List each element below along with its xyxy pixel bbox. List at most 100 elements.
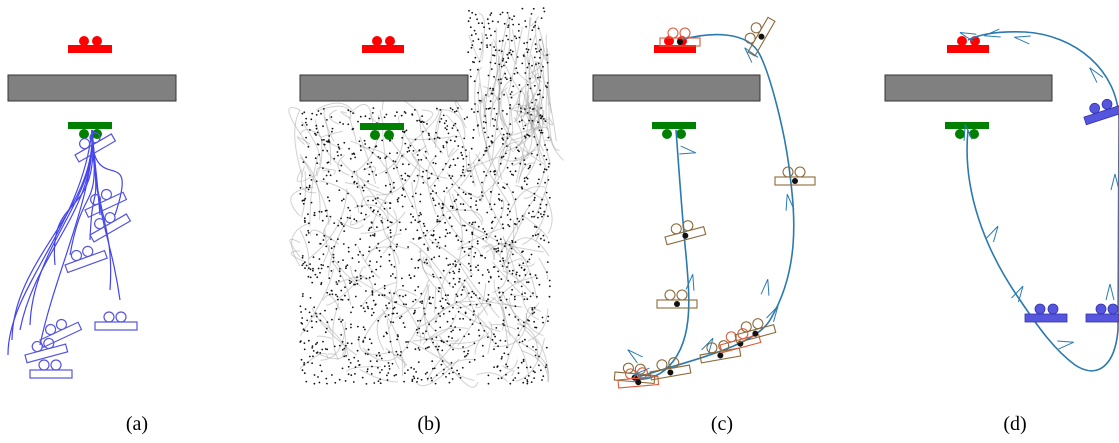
tree-node [546, 54, 548, 56]
tree-node [483, 127, 485, 129]
tree-node [507, 57, 510, 60]
tree-edge [510, 29, 518, 65]
tree-node [435, 131, 437, 134]
tree-node [387, 226, 389, 229]
tree-node [450, 177, 452, 180]
tree-node [540, 117, 542, 120]
tree-node [373, 233, 376, 235]
tree-edge [446, 209, 484, 223]
wall-a [7, 74, 177, 102]
tree-node [461, 154, 463, 157]
tree-node [448, 372, 451, 375]
tree-node [450, 361, 453, 364]
tree-node [320, 370, 323, 373]
tree-node [421, 300, 424, 303]
tree-node [532, 26, 535, 28]
tree-edge [489, 56, 501, 128]
tree-node [433, 137, 436, 140]
force-arrow [701, 337, 714, 355]
tree-node [506, 132, 508, 135]
tree-node [489, 170, 492, 173]
tree-edge [492, 261, 521, 294]
tree-node [516, 217, 519, 220]
tree-node [436, 107, 438, 110]
tree-node [325, 215, 328, 218]
tree-node [476, 18, 478, 21]
tree-node [463, 250, 466, 253]
tree-node [431, 241, 434, 244]
tree-node [319, 271, 321, 274]
tree-node [516, 56, 519, 58]
tree-node [537, 211, 540, 214]
tree-node [337, 146, 340, 149]
tree-edge [461, 155, 501, 172]
tree-node [512, 269, 514, 272]
tree-node [442, 269, 445, 272]
tree-node [454, 326, 456, 328]
tree-node [489, 61, 492, 64]
tree-node [502, 259, 505, 262]
tree-node [305, 117, 308, 120]
tree-node [426, 371, 428, 374]
tree-edge [409, 241, 452, 287]
tree-node [303, 363, 305, 366]
tree-node [515, 273, 518, 276]
tree-node [375, 354, 378, 357]
tree-node [385, 155, 388, 158]
tree-node [332, 260, 335, 263]
tree-node [489, 87, 492, 90]
tree-node [435, 320, 437, 323]
tree-node [534, 274, 537, 276]
start-marker-c [652, 122, 696, 139]
tree-node [367, 348, 370, 351]
tree-node [529, 273, 532, 276]
tree-node [324, 348, 327, 350]
tree-node [521, 62, 524, 65]
tree-node [328, 135, 331, 137]
tree-node [304, 197, 307, 200]
tree-edge [395, 152, 405, 166]
tree-node [389, 191, 392, 193]
tree-node [420, 158, 423, 161]
tree-edge [422, 327, 468, 345]
tree-node [402, 303, 405, 306]
tree-edge [474, 334, 485, 355]
tree-node [530, 381, 533, 383]
tree-node [526, 112, 529, 114]
tree-node [403, 131, 406, 134]
tree-node [316, 276, 319, 279]
tree-edge [535, 338, 549, 374]
tree-edge [509, 105, 540, 130]
tree-edge [503, 141, 541, 162]
tree-edge [511, 85, 535, 141]
tree-node [472, 61, 474, 63]
tree-node [498, 63, 501, 66]
tree-node [456, 369, 458, 372]
tree-node [545, 85, 547, 87]
tree-edge [337, 154, 350, 176]
tree-node [448, 217, 451, 220]
tree-edge [408, 109, 440, 146]
tree-node [306, 330, 309, 332]
tree-node [389, 236, 392, 238]
tree-node [362, 189, 365, 192]
tree-node [305, 124, 308, 126]
tree-node [544, 120, 547, 123]
tree-edge [475, 153, 511, 206]
tree-node [432, 161, 435, 164]
tree-node [441, 202, 444, 205]
tree-node [535, 63, 537, 66]
tree-edge [520, 350, 549, 383]
tree-node [487, 294, 490, 296]
tree-node [491, 141, 493, 144]
tree-node [515, 67, 518, 69]
tree-node [546, 271, 548, 273]
tree-node [497, 287, 500, 289]
tree-node [451, 183, 454, 186]
tree-node [516, 71, 519, 74]
tree-node [367, 229, 370, 232]
tree-node [448, 303, 450, 305]
tree-node [375, 145, 378, 148]
tree-node [520, 285, 523, 288]
tree-node [309, 129, 311, 131]
